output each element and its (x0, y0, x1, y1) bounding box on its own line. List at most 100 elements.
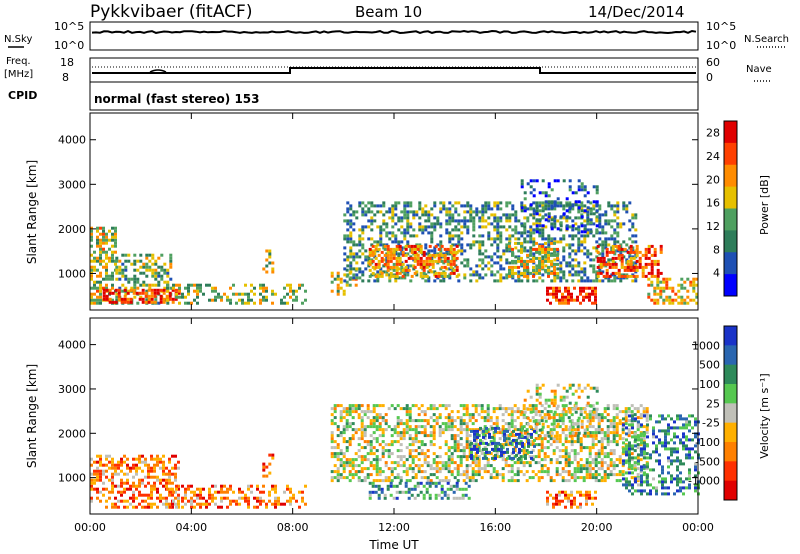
heatmap-cell (649, 417, 652, 421)
heatmap-cell (376, 279, 380, 283)
heatmap-cell (132, 288, 136, 292)
heatmap-cell (582, 286, 585, 290)
heatmap-cell (679, 441, 682, 445)
heatmap-cell (585, 286, 588, 290)
heatmap-cell (253, 286, 256, 290)
heatmap-cell (588, 449, 592, 453)
heatmap-cell (586, 234, 590, 238)
heatmap-cell (136, 280, 140, 284)
heatmap-cell (576, 467, 580, 471)
heatmap-cell (583, 237, 587, 241)
heatmap-cell (117, 297, 121, 301)
heatmap-cell (574, 216, 578, 220)
heatmap-cell (607, 279, 611, 283)
heatmap-cell (544, 250, 547, 254)
heatmap-cell (637, 483, 640, 487)
heatmap-cell (378, 473, 382, 477)
heatmap-cell (154, 268, 158, 272)
heatmap-cell (457, 279, 461, 283)
heatmap-cell (374, 274, 378, 278)
heatmap-cell (595, 191, 599, 195)
heatmap-cell (402, 434, 406, 438)
heatmap-cell (241, 298, 244, 302)
heatmap-cell (695, 295, 699, 299)
heatmap-cell (439, 249, 443, 253)
heatmap-cell (168, 478, 171, 482)
heatmap-cell (138, 457, 141, 461)
heatmap-cell (465, 440, 469, 444)
heatmap-cell (374, 490, 378, 494)
heatmap-cell (150, 297, 154, 301)
heatmap-cell (145, 274, 149, 278)
heatmap-cell (513, 404, 517, 408)
heatmap-cell (529, 425, 533, 429)
heatmap-cell (364, 210, 368, 214)
colorbar-tick-label: 28 (706, 127, 720, 140)
heatmap-cell (393, 428, 397, 432)
heatmap-cell (665, 277, 669, 281)
heatmap-cell (181, 292, 184, 296)
heatmap-cell (541, 244, 544, 248)
heatmap-cell (649, 453, 652, 457)
heatmap-cell (627, 419, 631, 423)
heatmap-cell (90, 268, 93, 272)
heatmap-cell (416, 493, 420, 497)
heatmap-cell (433, 216, 437, 220)
heatmap-cell (413, 259, 417, 263)
heatmap-cell (489, 464, 493, 468)
heatmap-cell (653, 259, 657, 263)
heatmap-cell (494, 453, 497, 457)
heatmap-cell (411, 476, 415, 480)
heatmap-cell (455, 496, 459, 500)
heatmap-cell (394, 207, 398, 211)
heatmap-cell (588, 431, 592, 435)
heatmap-cell (387, 443, 391, 447)
heatmap-cell (670, 474, 673, 478)
heatmap-cell (600, 461, 604, 465)
heatmap-cell (513, 428, 517, 432)
heatmap-cell (586, 200, 590, 204)
heatmap-cell (478, 273, 482, 277)
heatmap-cell (292, 493, 295, 497)
heatmap-cell (466, 258, 470, 262)
heatmap-cell (457, 249, 461, 253)
heatmap-cell (433, 279, 437, 283)
heatmap-cell (565, 395, 569, 399)
heatmap-cell (688, 483, 691, 487)
heatmap-cell (268, 252, 272, 256)
heatmap-cell (658, 438, 661, 442)
heatmap-cell (339, 277, 343, 281)
heatmap-cell (446, 259, 450, 263)
heatmap-cell (532, 237, 536, 241)
heatmap-cell (538, 401, 542, 405)
heatmap-cell (118, 277, 122, 281)
heatmap-cell (423, 443, 427, 447)
heatmap-cell (175, 487, 178, 491)
heatmap-cell (408, 416, 412, 420)
heatmap-cell (363, 410, 367, 414)
heatmap-cell (632, 265, 636, 269)
heatmap-cell (579, 449, 583, 453)
heatmap-cell (568, 203, 572, 207)
heatmap-cell (510, 416, 514, 420)
heatmap-cell (388, 237, 392, 241)
heatmap-cell (573, 428, 577, 432)
heatmap-cell (426, 461, 430, 465)
heatmap-cell (564, 425, 568, 429)
heatmap-cell (673, 447, 676, 451)
heatmap-cell (526, 265, 529, 269)
heatmap-cell (141, 291, 145, 295)
heatmap-cell (471, 428, 475, 432)
heatmap-cell (166, 283, 169, 287)
heatmap-cell (501, 407, 505, 411)
heatmap-cell (538, 204, 542, 208)
heatmap-cell (558, 493, 561, 497)
heatmap-cell (595, 188, 599, 192)
heatmap-cell (664, 435, 667, 439)
heatmap-cell (407, 244, 411, 248)
heatmap-cell (643, 447, 646, 451)
heatmap-cell (637, 489, 640, 493)
heatmap-cell (484, 204, 488, 208)
heatmap-cell (682, 447, 685, 451)
heatmap-cell (520, 279, 524, 283)
